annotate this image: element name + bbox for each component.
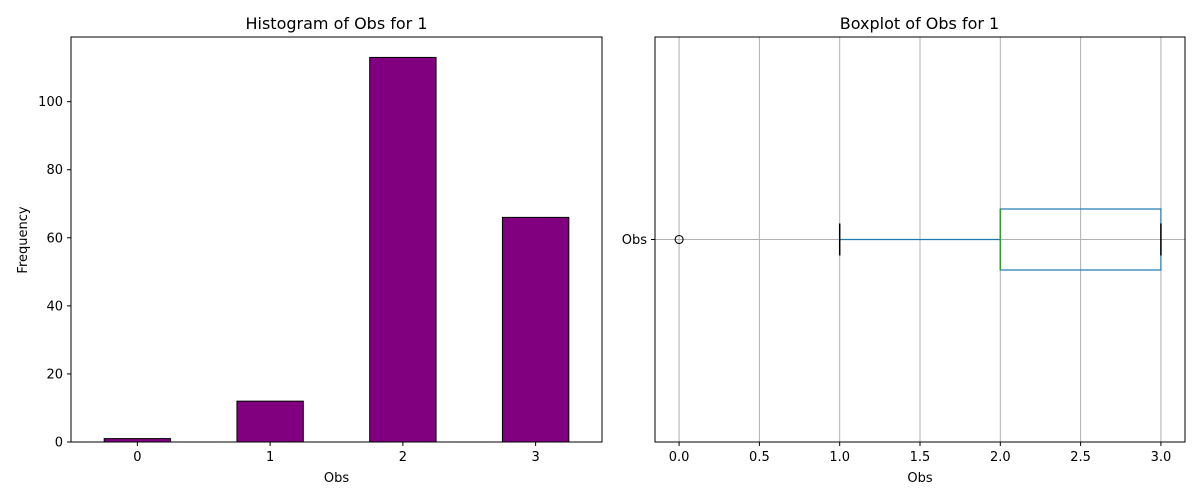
histogram-x-tick-label: 3	[531, 450, 539, 465]
boxplot-marks	[674, 208, 1162, 271]
histogram-y-tick-label: 0	[55, 436, 63, 451]
boxplot-x-tick-label: 0.0	[669, 450, 690, 465]
boxplot-axes-frame	[654, 36, 1186, 443]
histogram-bar	[501, 216, 570, 443]
histogram-axes-frame	[70, 36, 603, 443]
histogram-bar	[369, 56, 437, 443]
histogram-y-ticks: 0 20 40 60 80 100	[38, 95, 71, 451]
boxplot-y-tick-label: Obs	[622, 233, 647, 248]
boxplot-outlier	[674, 234, 684, 245]
histogram-y-tick-label: 80	[46, 163, 63, 178]
histogram-x-tick-label: 1	[266, 450, 274, 465]
histogram-title: Histogram of Obs for 1	[245, 14, 427, 33]
boxplot-x-tick-label: 1.5	[910, 450, 931, 465]
histogram-bars	[103, 56, 570, 443]
boxplot-x-tick-label: 2.5	[1070, 450, 1091, 465]
histogram-x-tick-label: 2	[399, 450, 407, 465]
histogram-bar	[236, 400, 304, 443]
boxplot-y-ticks: Obs	[622, 233, 655, 248]
boxplot-x-tick-label: 3.0	[1151, 450, 1172, 465]
histogram-x-tick-label: 0	[133, 450, 141, 465]
boxplot-x-tick-label: 2.0	[990, 450, 1011, 465]
histogram-y-label: Frequency	[16, 206, 31, 273]
histogram-bar	[103, 438, 172, 443]
boxplot-x-tick-label: 1.0	[829, 450, 850, 465]
histogram-y-tick-label: 100	[38, 95, 63, 110]
boxplot-x-ticks: 0.0 0.5 1.0 1.5 2.0 2.5 3.0	[669, 442, 1172, 465]
histogram-x-label: Obs	[324, 471, 349, 486]
histogram-y-tick-label: 60	[46, 231, 63, 246]
boxplot-title: Boxplot of Obs for 1	[840, 14, 999, 33]
histogram-y-tick-label: 40	[46, 299, 63, 314]
boxplot-chart: Boxplot of Obs for 1 0.0 0.5 1.0 1.5 2.0 2.5 3…	[622, 14, 1186, 486]
boxplot-x-label: Obs	[907, 471, 932, 486]
histogram-x-ticks: 0 1 2 3	[133, 442, 540, 465]
boxplot-x-tick-label: 0.5	[749, 450, 770, 465]
histogram-y-tick-label: 20	[46, 367, 63, 382]
histogram-chart: Histogram of Obs for 1 0 20 40 60 80 100 0 1 2 3…	[16, 14, 603, 486]
